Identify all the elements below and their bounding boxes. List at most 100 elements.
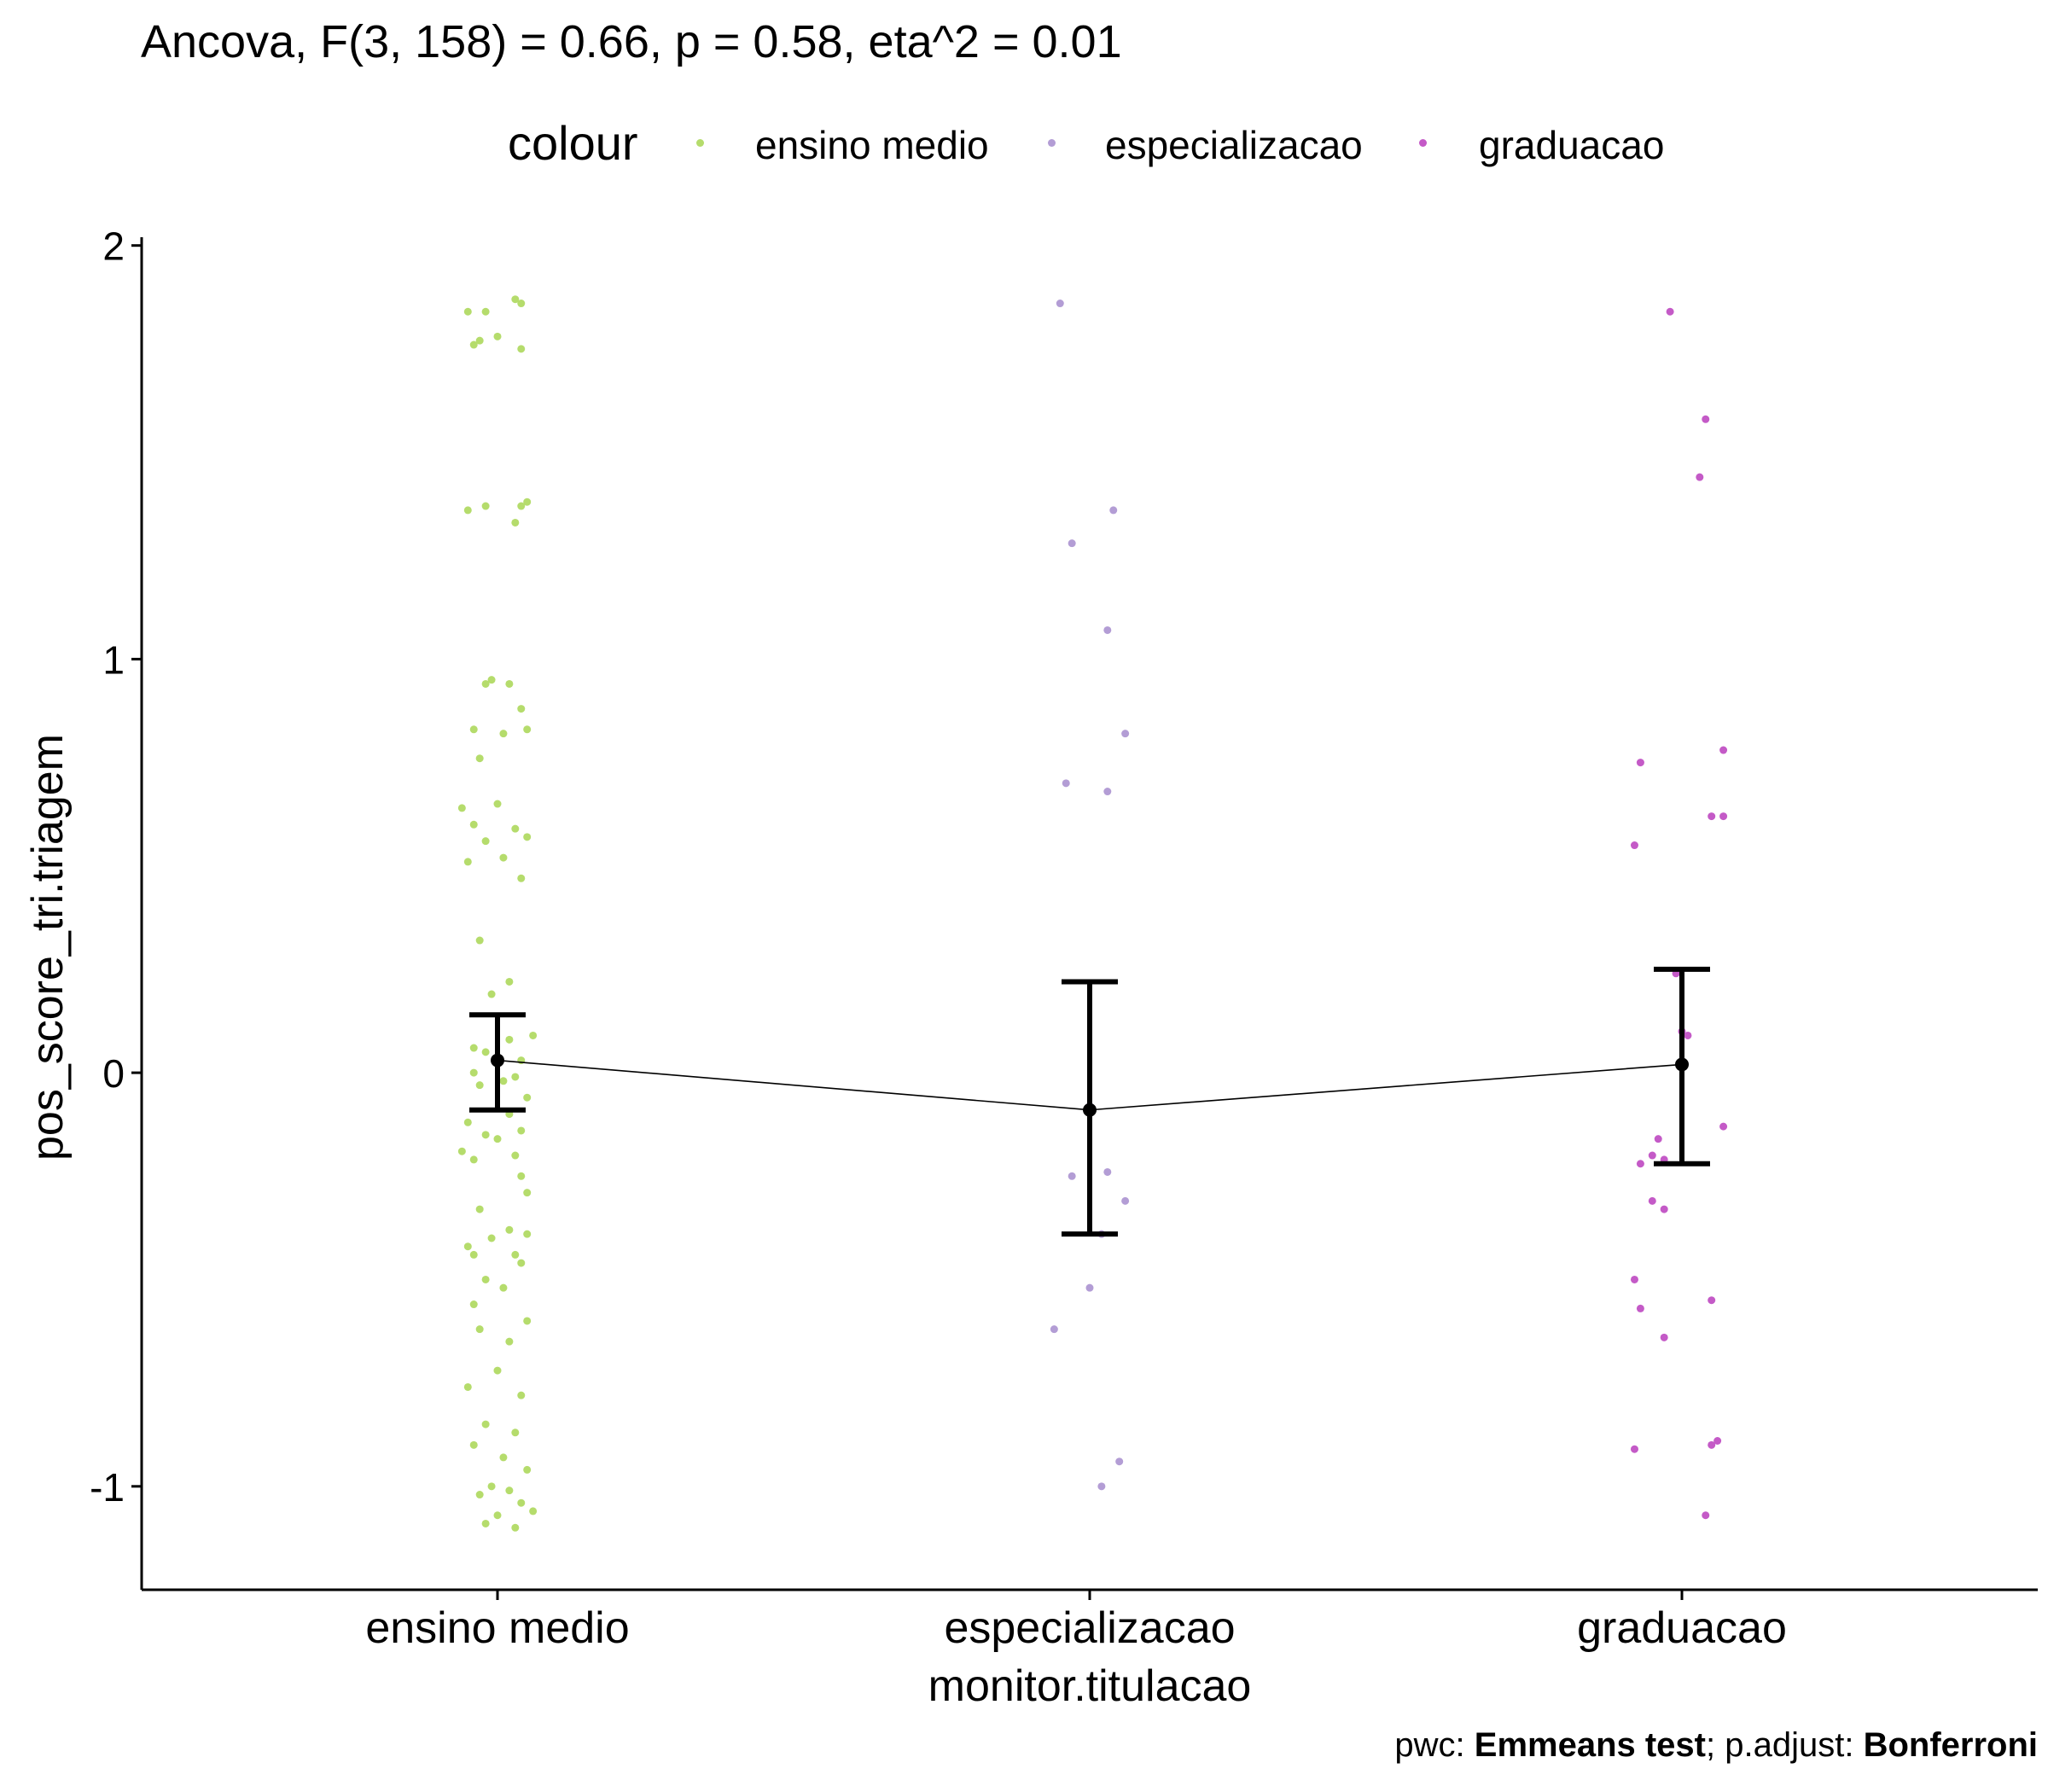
legend-item-graduacao: graduacao <box>1479 123 1665 167</box>
x-tick-label: ensino medio <box>365 1603 629 1653</box>
data-point <box>487 676 496 684</box>
data-point <box>493 800 502 808</box>
data-point <box>1050 1325 1058 1334</box>
axes <box>140 237 2038 1591</box>
data-point <box>499 1077 508 1085</box>
data-point <box>523 1189 532 1197</box>
data-point <box>481 679 490 688</box>
x-ticks: ensino medio especializacao graduacao <box>365 1590 1787 1653</box>
data-point <box>457 804 466 812</box>
data-point <box>1660 1205 1668 1213</box>
data-point <box>1713 1437 1722 1446</box>
data-point <box>1708 812 1716 821</box>
data-point <box>1648 1151 1656 1160</box>
data-point <box>1103 788 1112 796</box>
x-axis-label: monitor.titulacao <box>928 1661 1252 1711</box>
data-point <box>517 300 526 308</box>
data-point <box>1719 1122 1728 1131</box>
data-point <box>511 1250 520 1259</box>
data-point <box>481 837 490 846</box>
data-point <box>517 874 526 882</box>
caption: pwc: Emmeans test; p.adjust: Bonferroni <box>1394 1726 2038 1765</box>
data-point <box>475 1205 484 1213</box>
data-point <box>487 1234 496 1242</box>
data-point <box>469 340 478 349</box>
data-point <box>469 1250 478 1259</box>
legend-key-especializacao <box>1048 139 1056 147</box>
data-point <box>523 497 532 506</box>
data-point <box>517 1259 526 1267</box>
data-point <box>511 1428 520 1437</box>
data-point <box>481 1131 490 1139</box>
data-point <box>505 977 514 986</box>
data-point <box>499 1453 508 1462</box>
data-point <box>475 936 484 945</box>
data-point <box>1636 1160 1644 1168</box>
legend-title: colour <box>508 116 638 170</box>
caption-prefix: pwc: <box>1394 1726 1475 1764</box>
data-point <box>493 1511 502 1520</box>
data-point <box>463 506 472 515</box>
mean-estimates <box>469 966 1710 1237</box>
data-point <box>463 1382 472 1391</box>
data-point <box>469 1068 478 1077</box>
data-point <box>1056 300 1064 308</box>
data-point <box>463 307 472 316</box>
data-point <box>1121 730 1130 738</box>
y-tick-label: -1 <box>90 1465 125 1510</box>
data-point <box>1666 307 1674 316</box>
data-point <box>469 1300 478 1309</box>
data-point <box>529 1507 538 1516</box>
data-point <box>469 1155 478 1164</box>
data-point <box>481 1275 490 1283</box>
data-point <box>475 1491 484 1499</box>
data-point <box>517 1172 526 1180</box>
data-point <box>493 1366 502 1375</box>
data-point <box>1660 1333 1668 1341</box>
data-point <box>475 1081 484 1090</box>
data-point <box>1702 415 1710 423</box>
mean-point <box>1675 1057 1689 1072</box>
mean-point <box>1083 1103 1097 1117</box>
mean-point <box>491 1053 504 1068</box>
data-point <box>505 1487 514 1495</box>
data-point <box>1630 1445 1638 1453</box>
legend-item-especializacao: especializacao <box>1105 123 1363 167</box>
data-point <box>511 1151 520 1160</box>
data-point <box>463 1242 472 1251</box>
data-point <box>1103 625 1112 634</box>
data-point <box>481 1048 490 1056</box>
data-point <box>1696 473 1704 481</box>
data-point <box>475 336 484 345</box>
y-tick-label: 0 <box>102 1051 125 1096</box>
caption-middle: ; p.adjust: <box>1706 1726 1864 1764</box>
data-point <box>517 1126 526 1135</box>
data-point <box>487 1482 496 1491</box>
x-tick-label: graduacao <box>1577 1603 1787 1653</box>
data-point <box>1630 1275 1638 1283</box>
data-point <box>1109 506 1118 515</box>
legend-item-ensino-medio: ensino medio <box>755 123 989 167</box>
data-point <box>469 820 478 829</box>
data-point <box>1103 1167 1112 1176</box>
data-point <box>517 1498 526 1507</box>
data-point <box>529 1031 538 1039</box>
data-point <box>499 1283 508 1292</box>
chart-title: Ancova, F(3, 158) = 0.66, p = 0.58, eta^… <box>141 16 1122 67</box>
data-point <box>457 1147 466 1155</box>
data-point <box>1097 1482 1106 1491</box>
data-point <box>523 725 532 734</box>
data-point <box>1684 1031 1692 1039</box>
data-point <box>505 679 514 688</box>
data-point <box>523 1093 532 1102</box>
data-point <box>493 1135 502 1143</box>
data-point <box>1068 539 1076 548</box>
y-axis-label: pos_score_tri.triagem <box>23 734 73 1161</box>
data-point <box>1068 1172 1076 1180</box>
data-point <box>1636 1304 1644 1312</box>
data-point <box>523 1465 532 1474</box>
data-point <box>1648 1196 1656 1205</box>
data-point <box>523 833 532 841</box>
data-point <box>469 1440 478 1449</box>
